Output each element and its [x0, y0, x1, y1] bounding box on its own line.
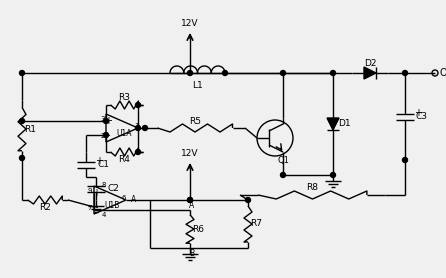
Text: R7: R7	[250, 220, 262, 229]
Text: 12V: 12V	[181, 150, 199, 158]
Text: 4: 4	[102, 212, 106, 218]
Polygon shape	[364, 67, 376, 79]
Circle shape	[20, 155, 25, 160]
Text: R1: R1	[24, 125, 36, 133]
Circle shape	[402, 71, 408, 76]
Text: R3: R3	[119, 93, 131, 103]
Circle shape	[20, 118, 25, 123]
Circle shape	[20, 71, 25, 76]
Text: D2: D2	[364, 59, 376, 68]
Text: C2: C2	[107, 184, 119, 193]
Text: C3: C3	[416, 112, 428, 121]
Circle shape	[330, 71, 335, 76]
Text: +: +	[92, 188, 100, 198]
Circle shape	[187, 71, 193, 76]
Text: 6: 6	[122, 195, 126, 201]
Circle shape	[402, 158, 408, 163]
Text: A: A	[132, 195, 136, 205]
Circle shape	[187, 197, 193, 202]
Text: U1A: U1A	[116, 130, 132, 138]
Text: Q1: Q1	[277, 155, 289, 165]
Circle shape	[136, 103, 140, 108]
Circle shape	[245, 197, 251, 202]
Text: R2: R2	[39, 203, 51, 212]
Circle shape	[103, 133, 108, 138]
Text: R5: R5	[189, 116, 201, 125]
Circle shape	[103, 118, 108, 123]
Circle shape	[330, 173, 335, 177]
Text: R6: R6	[192, 225, 204, 234]
Text: +: +	[104, 116, 112, 126]
Text: +: +	[95, 157, 103, 167]
Text: D1: D1	[338, 120, 350, 128]
Text: 12V: 12V	[181, 19, 199, 29]
Text: -: -	[106, 130, 110, 140]
Circle shape	[136, 150, 140, 155]
Text: R8: R8	[306, 183, 318, 192]
Circle shape	[143, 125, 148, 130]
Circle shape	[281, 173, 285, 177]
Circle shape	[187, 197, 193, 202]
Text: OUTPUT: OUTPUT	[440, 68, 446, 78]
Text: 3: 3	[101, 116, 105, 122]
Text: 7: 7	[88, 205, 92, 211]
Text: A: A	[190, 200, 194, 210]
Text: +: +	[414, 108, 422, 118]
Circle shape	[136, 125, 140, 130]
Text: U1B: U1B	[104, 202, 120, 210]
Circle shape	[223, 71, 227, 76]
Text: 8: 8	[102, 182, 106, 188]
Text: B: B	[190, 249, 194, 257]
Text: R4: R4	[119, 155, 130, 165]
Text: 1: 1	[134, 123, 138, 129]
Circle shape	[281, 71, 285, 76]
Text: 9: 9	[88, 188, 92, 194]
Text: -: -	[94, 202, 98, 212]
Text: C1: C1	[97, 160, 109, 169]
Text: L1: L1	[192, 81, 203, 90]
Text: 2: 2	[101, 133, 105, 139]
Polygon shape	[327, 118, 339, 130]
